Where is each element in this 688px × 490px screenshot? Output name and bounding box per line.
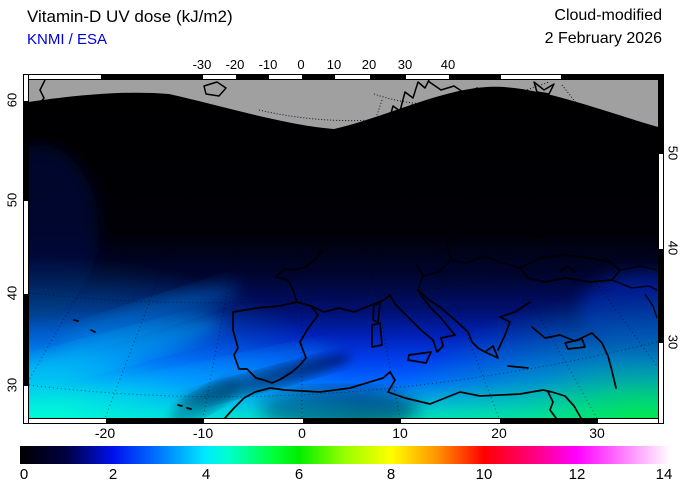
page-title: Vitamin-D UV dose (kJ/m2) [27,7,233,26]
zebra-segment [401,419,500,423]
colorbar-tick: 10 [475,466,493,483]
zebra-segment [236,75,269,79]
iceland-coast [203,81,227,97]
uv-dose-map [29,80,658,418]
canary-islands [177,404,192,410]
colorbar-tick: 8 [386,466,396,483]
right-axis-tick: 30 [665,334,681,350]
top-axis-tick: 20 [361,57,377,72]
zebra-segment [659,249,663,343]
colorbar-tick: 0 [19,466,29,483]
colorbar-tick: 6 [294,466,304,483]
zebra-segment [501,75,561,79]
arctic-island-coast [533,81,555,95]
graticule [29,80,658,418]
top-axis-tick: -10 [258,57,278,72]
country-borders [415,221,658,319]
turkey-levant-coast [531,326,617,389]
bottom-axis-tick: 30 [589,425,605,441]
zebra-segment [24,201,28,294]
right-axis-tick: 50 [665,145,681,161]
france-coast [275,249,323,303]
crete-coast [507,365,529,369]
colorbar-tick: 14 [655,466,673,483]
colorbar-tick: 12 [568,466,586,483]
zebra-segment [659,75,663,154]
zebra-segment [335,75,370,79]
date-label: 2 February 2026 [544,30,662,47]
greenland-coast [37,80,46,117]
balkan-coast [417,289,499,359]
zebra-segment [659,343,663,423]
coastlines [73,249,621,418]
map-frame-zebra-top [23,74,664,80]
bottom-axis-tick: -20 [94,425,116,441]
zebra-segment [406,75,449,79]
colorbar-gradient [20,446,670,464]
map-frame-zebra-bottom [23,418,664,424]
bottom-axis-tick: -10 [192,425,214,441]
right-axis-tick: 40 [665,240,681,256]
bottom-axis-tick: 20 [491,425,507,441]
zebra-segment [24,101,28,201]
zebra-segment [24,419,106,423]
mode-label: Cloud-modified [554,7,662,24]
north-africa-coast [254,371,582,418]
top-axis-tick: -30 [192,57,212,72]
sicily-coast [407,351,432,364]
top-axis-tick: -20 [225,57,245,72]
left-axis-tick: 30 [4,377,20,393]
bottom-axis-tick: 0 [298,425,306,441]
left-axis-tick: 40 [4,285,20,301]
top-axis-tick: 10 [326,57,342,72]
zebra-segment [302,75,335,79]
zebra-segment [106,419,204,423]
top-axis-tick: 30 [397,57,413,72]
cyprus-coast [564,338,586,350]
france-med-coast [310,294,391,313]
zebra-segment [598,419,663,423]
top-axis-tick: 40 [440,57,456,72]
data-source-label: KNMI / ESA [27,31,108,48]
crimea-coast [559,265,576,273]
bottom-right-glow [29,80,658,418]
zebra-segment [24,294,28,386]
zebra-segment [659,154,663,249]
iberia-coast [232,301,319,384]
left-axis-tick: 50 [4,192,20,208]
zebra-segment [24,75,101,79]
azores-islands [73,319,96,333]
map-frame-zebra-right [658,74,664,424]
black-sea-coast [519,254,621,283]
zebra-segment [449,75,501,79]
zebra-segment [303,419,401,423]
nile-river [547,391,557,418]
no-data-region [29,80,658,129]
zebra-segment [269,75,302,79]
zebra-segment [500,419,598,423]
top-axis-tick: 0 [297,57,305,72]
colorbar-tick: 4 [201,466,211,483]
zebra-segment [561,75,663,79]
arctic-coastlines [37,80,555,137]
corsica-coast [372,302,381,323]
zebra-segment [101,75,203,79]
bottom-axis-tick: 10 [392,425,408,441]
zebra-segment [204,419,303,423]
norway-coast [373,80,430,137]
kola-coast [427,80,500,97]
greece-coast [497,301,531,351]
morocco-atlantic-coast [224,391,256,418]
italy-coast [389,289,456,353]
colorbar-tick: 2 [108,466,118,483]
left-axis-tick: 60 [4,92,20,108]
zebra-segment [24,386,28,423]
zebra-segment [24,75,28,101]
zebra-segment [203,75,236,79]
zebra-segment [370,75,406,79]
sardinia-coast [371,322,383,348]
